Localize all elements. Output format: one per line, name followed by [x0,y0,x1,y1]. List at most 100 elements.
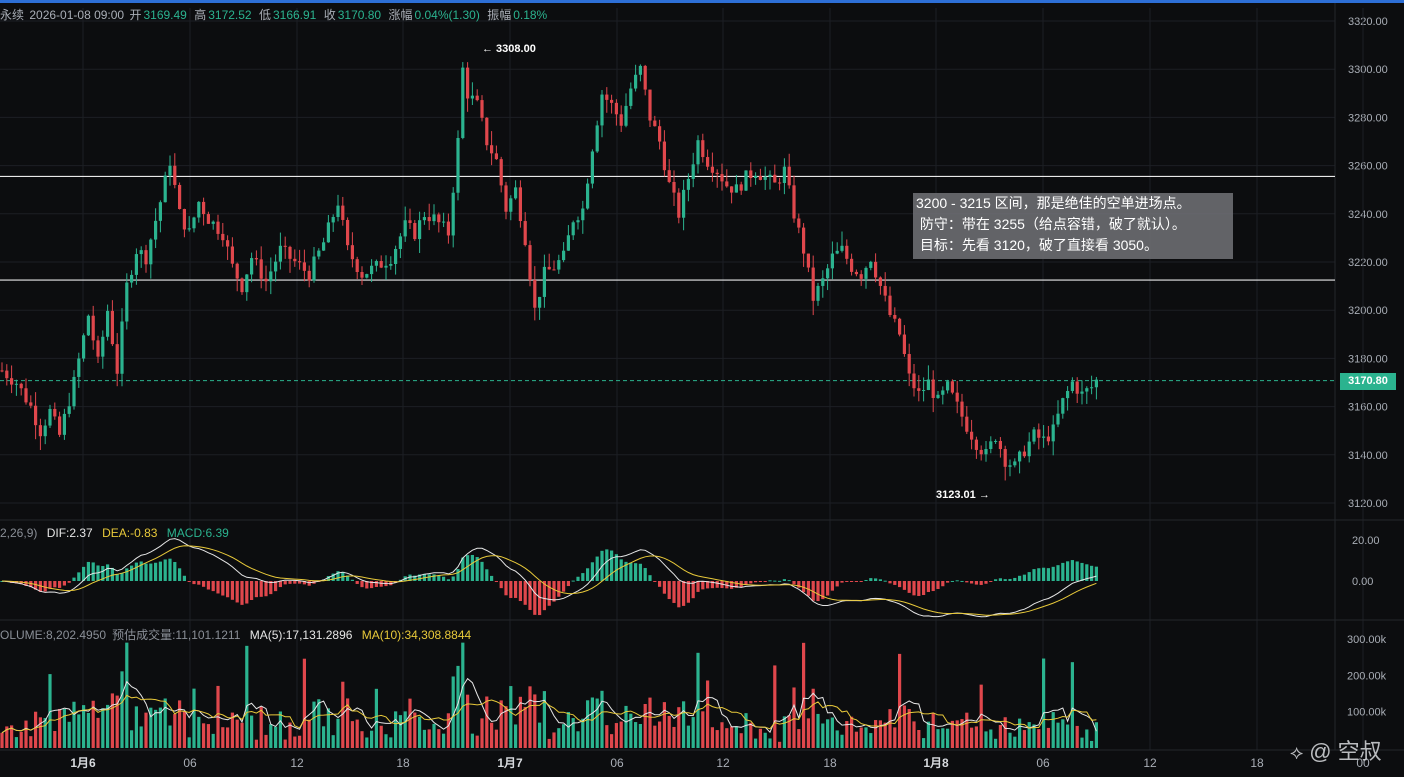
macd-histogram-bar [451,576,455,581]
candle-body [706,157,710,167]
candle-body [134,254,138,275]
macd-histogram-bar [1003,579,1007,581]
volume-bar [974,726,978,748]
volume-bar [163,698,167,748]
volume-bar [749,722,753,748]
candle-body [638,65,642,75]
candle-body [931,379,935,398]
macd-histogram-bar [994,579,998,581]
candle-body [581,208,585,221]
volume-bar [1061,719,1065,748]
volume-bar [331,735,335,748]
volume-bar [499,700,503,748]
volume-bar [946,728,950,748]
macd-histogram-bar [614,554,618,581]
candle-body [989,441,993,449]
macd-histogram-bar [662,581,666,594]
candle-body [10,378,14,385]
macd-histogram-bar [1037,568,1041,581]
volume-bar [730,726,734,748]
candle-body [547,266,551,270]
volume-bar [173,714,177,748]
candle-body [346,219,350,246]
macd-histogram-bar [1046,568,1050,581]
macd-tick-label: 0.00 [1352,576,1373,588]
candle-body [533,280,537,308]
candle-body [298,261,302,263]
volume-bar [893,727,897,748]
trade-annotation-box[interactable]: 3200 - 3215 区间，那是绝佳的空单进场点。 防守：带在 3255（给点… [913,193,1233,259]
candle-body [658,126,662,142]
macd-header: 2,26,9) DIF:2.37 DEA:-0.83 MACD:6.39 [0,526,235,540]
time-tick-label: 12 [290,756,304,770]
volume-bar [571,718,575,748]
macd-value: MACD:6.39 [166,526,229,540]
volume-bar [806,718,810,748]
macd-histogram-bar [494,581,498,582]
price-tick-label: 3240.00 [1348,209,1388,221]
macd-histogram-bar [130,565,134,581]
candle-body [893,315,897,319]
macd-histogram-bar [998,578,1002,581]
volume-bar [672,726,676,748]
volume-bar [413,712,417,748]
volume-bar [341,681,345,748]
open-value: 3169.49 [143,8,187,22]
top-accent-bar [0,0,1404,3]
candle-body [514,187,518,199]
volume-bar [1032,724,1036,748]
volume-bar [192,688,196,748]
volume-bar [1046,727,1050,748]
candle-body [1037,429,1041,438]
candle-body [629,88,633,106]
candle-body [624,105,628,126]
macd-histogram-bar [893,581,897,585]
candle-body [120,321,124,374]
candle-body [1003,449,1007,467]
macd-histogram-bar [523,581,527,605]
macd-histogram-bar [1094,566,1098,581]
macd-histogram-bar [182,575,186,581]
macd-histogram-bar [1013,577,1017,581]
macd-histogram-bar [936,581,940,589]
volume-bar [1094,722,1098,748]
estimated-volume-value: 11,101.1211 [175,628,241,642]
volume-bar [307,719,311,748]
candle-body [144,250,148,265]
candle-body [739,184,743,191]
candle-body [413,223,417,240]
volume-bar [662,702,666,748]
candle-body [538,296,542,308]
volume-bar [5,726,9,748]
volume-bar [1003,717,1007,748]
macd-params: 2,26,9) [0,526,38,540]
candle-body [701,140,705,158]
macd-histogram-bar [538,581,542,616]
volume-bar [538,722,542,748]
volume-bar [480,718,484,748]
candle-body [302,262,306,271]
candle-body [245,274,249,293]
volume-bar [1042,658,1046,748]
candle-body [677,192,681,218]
change-label: 涨幅 [388,8,413,22]
macd-histogram-bar [749,581,753,584]
macd-histogram-bar [110,567,114,581]
macd-histogram-bar [883,580,887,582]
candle-body [854,271,858,275]
volume-bar [461,642,465,748]
candle-body [1046,436,1050,442]
time-tick-label: 12 [716,756,730,770]
volume-bar [998,724,1002,748]
macd-histogram-bar [230,581,234,600]
candle-body [898,318,902,335]
candle-body [936,394,940,398]
volume-bar [422,729,426,748]
volume-bar [917,729,921,748]
volume-bar [259,706,263,748]
macd-histogram-bar [826,581,830,596]
macd-histogram-bar [768,580,772,582]
volume-bar [643,704,647,748]
